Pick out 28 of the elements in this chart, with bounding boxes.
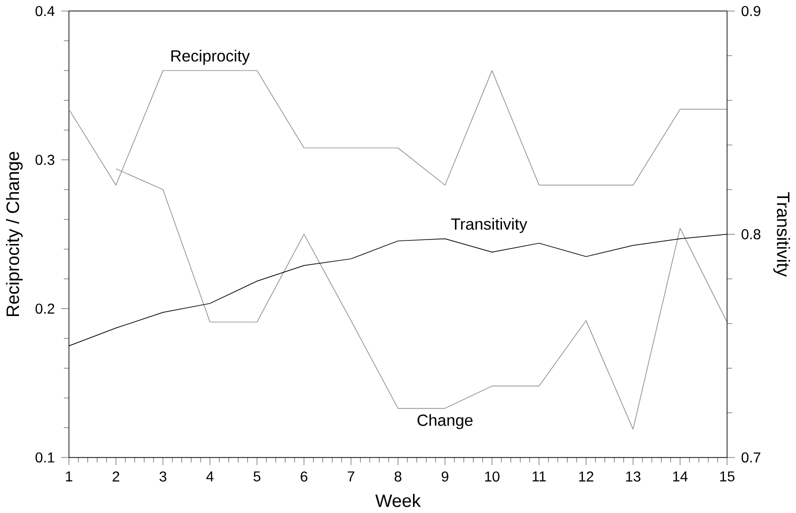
series-label: Reciprocity bbox=[171, 50, 250, 65]
x-tick-label: 1 bbox=[66, 471, 72, 482]
x-tick-label: 5 bbox=[254, 471, 260, 482]
series-label: Transitivity bbox=[451, 218, 528, 233]
y-axis-title: Reciprocity / Change bbox=[6, 152, 23, 316]
x-axis-title: Week bbox=[375, 494, 421, 508]
series-label: Change bbox=[418, 414, 473, 430]
y-tick-label: 0.3 bbox=[36, 154, 54, 165]
x-tick-label: 15 bbox=[720, 471, 734, 482]
x-tick-label: 9 bbox=[442, 471, 448, 482]
x-tick-label: 2 bbox=[112, 471, 120, 482]
x-tick-label: 4 bbox=[206, 471, 214, 482]
y2-tick-label: 0.9 bbox=[742, 6, 760, 16]
x-tick-label: 13 bbox=[626, 471, 640, 482]
x-tick-label: 6 bbox=[300, 471, 308, 482]
y-tick-label: 0.4 bbox=[36, 6, 55, 16]
x-tick-label: 10 bbox=[485, 471, 500, 482]
y2-tick-label: 0.7 bbox=[742, 452, 760, 463]
y-tick-label: 0.1 bbox=[36, 452, 54, 463]
x-tick-label: 11 bbox=[532, 471, 546, 482]
y2-tick-label: 0.8 bbox=[742, 229, 760, 240]
x-tick-label: 7 bbox=[348, 471, 354, 482]
x-tick-label: 12 bbox=[579, 471, 594, 482]
y-tick-label: 0.2 bbox=[36, 304, 54, 314]
x-tick-label: 3 bbox=[160, 471, 166, 482]
x-tick-label: 14 bbox=[673, 471, 688, 482]
x-tick-label: 8 bbox=[394, 471, 402, 482]
y2-axis-title: Transitivity bbox=[773, 192, 790, 277]
